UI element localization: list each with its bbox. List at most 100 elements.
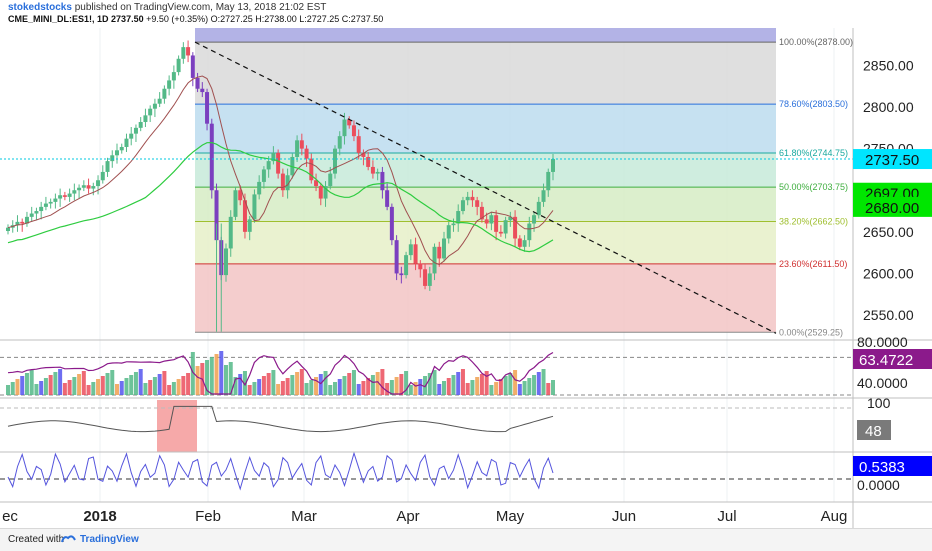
adx-value-box — [857, 420, 891, 440]
candle-body — [446, 225, 451, 239]
oscillator-pane[interactable] — [0, 451, 853, 491]
candle-body — [551, 159, 555, 172]
rsi-pane[interactable] — [0, 351, 853, 396]
volume-bar — [333, 382, 337, 395]
candle-body — [356, 136, 361, 153]
candle-body — [370, 166, 375, 174]
candle-body — [456, 211, 461, 224]
volume-bar — [437, 384, 442, 395]
candle-body — [261, 169, 266, 182]
time-tick-label: Mar — [291, 508, 317, 525]
rsi-value-box — [853, 349, 932, 369]
time-tick-label: ec — [2, 508, 18, 525]
rsi-value-text: 63.4722 — [859, 352, 913, 369]
fib-level-label: 38.20%(2662.50) — [779, 216, 848, 226]
volume-bar — [224, 365, 228, 395]
symbol-line: CME_MINI_DL:ES1!, 1D 2737.50 +9.50 (+0.3… — [8, 14, 383, 24]
volume-bar — [498, 379, 503, 395]
time-axis[interactable]: ec 2018 Feb Mar Apr May Jun Jul Aug — [2, 508, 847, 525]
oscillator-line — [7, 451, 554, 491]
candle-body — [347, 119, 352, 126]
price-axis[interactable]: 2850.002800.002750.002700.002650.002600.… — [0, 28, 932, 528]
candle-body — [242, 200, 247, 232]
candle-body — [465, 196, 470, 201]
candle-body — [460, 200, 465, 212]
candle-body — [186, 47, 191, 56]
volume-bar — [252, 382, 257, 395]
volume-bar — [67, 380, 72, 395]
candle-body — [271, 152, 276, 162]
volume-bar — [404, 371, 409, 395]
candle-body — [72, 190, 77, 194]
volume-bar — [15, 379, 20, 395]
candle-body — [157, 98, 162, 104]
volume-bar — [39, 381, 44, 395]
candle-body — [162, 88, 167, 99]
volume-bar — [167, 385, 172, 395]
candle-body — [224, 248, 228, 276]
volume-bar — [209, 357, 214, 395]
rsi-line — [7, 351, 554, 395]
candle-body — [380, 171, 385, 191]
volume-bar — [186, 373, 191, 395]
candle-body — [333, 148, 337, 174]
candle-body — [105, 161, 110, 172]
candle-body — [432, 246, 437, 274]
volume-bar — [143, 383, 148, 395]
volume-bar — [148, 380, 153, 395]
volume-bar — [366, 378, 371, 395]
time-tick-label: Jul — [717, 508, 736, 525]
volume-bar — [43, 378, 48, 395]
candle-body — [285, 175, 290, 191]
volume-bar — [508, 373, 513, 395]
volume-bar — [157, 374, 162, 395]
volume-bar — [342, 376, 347, 395]
fib-level-label: 23.60%(2611.50) — [779, 259, 847, 269]
candle-body — [91, 186, 96, 189]
volume-bar — [257, 379, 262, 395]
candle-body — [366, 156, 371, 167]
tradingview-brand[interactable]: TradingView — [80, 534, 139, 545]
candle-body — [247, 219, 252, 232]
price-tick-label: 2550.00 — [863, 307, 914, 323]
adx-pane[interactable] — [0, 400, 853, 452]
price-label-box — [853, 149, 932, 170]
adx-line — [7, 405, 554, 433]
volume-bar — [81, 371, 86, 395]
volume-bar — [24, 373, 29, 395]
price-change: +9.50 (+0.35%) — [146, 14, 209, 24]
volume-bar — [456, 372, 461, 395]
volume-bar — [242, 371, 247, 395]
fib-level-label: 50.00%(2703.75) — [779, 182, 848, 192]
volume-bar — [62, 383, 67, 395]
price-tick-label: 2600.00 — [863, 265, 914, 281]
volume-bar — [413, 382, 418, 395]
candle-body — [152, 103, 157, 109]
candle-body — [299, 140, 304, 149]
candle-body — [328, 173, 333, 187]
volume-bar — [295, 372, 300, 395]
price-pane[interactable]: 100.00%(2878.00) 78.60%(2803.50) 61.80%(27… — [0, 28, 853, 502]
candle-body — [314, 180, 319, 187]
author-name[interactable]: stokedstocks — [8, 2, 72, 13]
candle-body — [532, 215, 537, 224]
tradingview-logo-icon[interactable] — [60, 532, 76, 546]
candle-body — [385, 190, 390, 207]
volume-bar — [152, 377, 157, 395]
volume-bar — [238, 374, 243, 395]
volume-bar — [100, 376, 105, 395]
volume-bar — [418, 379, 423, 395]
volume-bar — [446, 378, 451, 395]
fib-zone — [195, 42, 776, 105]
symbol-name[interactable]: CME_MINI_DL:ES1!, 1D — [8, 14, 109, 24]
volume-bar — [10, 382, 15, 395]
volume-bar — [276, 384, 281, 395]
fib-level-label: 100.00%(2878.00) — [779, 37, 853, 47]
volume-bar — [48, 375, 53, 395]
fib-zone — [195, 187, 776, 222]
volume-bar — [546, 383, 551, 395]
volume-bar — [34, 384, 39, 395]
candle-body — [233, 190, 238, 217]
candle-body — [81, 185, 86, 188]
